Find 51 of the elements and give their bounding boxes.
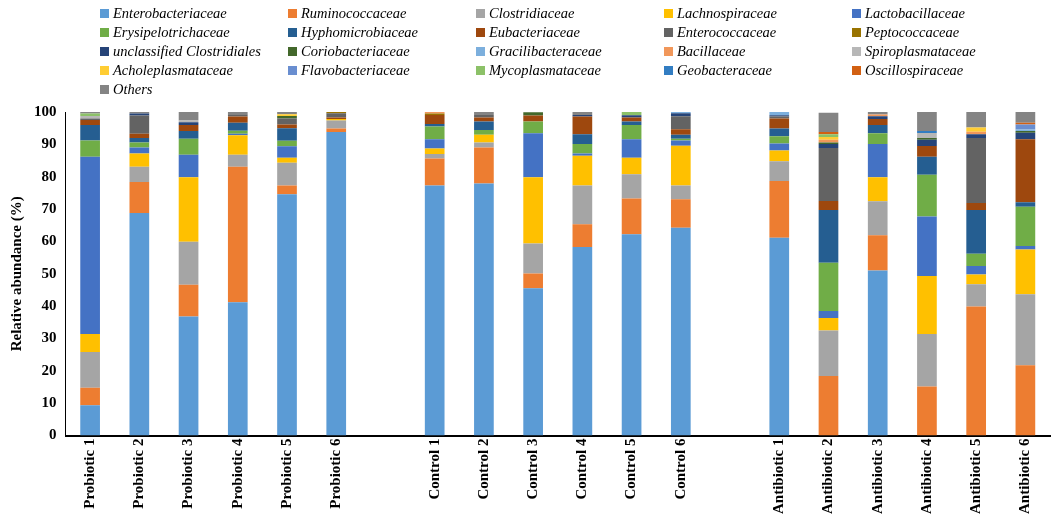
y-tick-label: 0: [49, 426, 57, 443]
legend-label: Geobacteraceae: [677, 61, 773, 79]
legend-label: Oscillospiraceae: [865, 61, 964, 79]
y-tick-label: 60: [41, 232, 57, 249]
x-tick-label: Control 6: [671, 438, 688, 500]
x-tick-label: Probiotic 1: [80, 438, 97, 509]
x-tick-label: Probiotic 2: [130, 438, 147, 509]
legend-label: Bacillaceae: [677, 42, 746, 60]
legend-label: Hyphomicrobiaceae: [301, 23, 419, 41]
legend-label: Lactobacillaceae: [865, 4, 965, 22]
legend-label: Peptococcaceae: [865, 23, 960, 41]
legend-label: Ruminococcaceae: [301, 4, 407, 22]
y-tick-label: 20: [41, 361, 57, 378]
legend-label: Clostridiaceae: [489, 4, 575, 22]
x-tick-label: Antibiotic 2: [819, 438, 836, 514]
legend-label: Flavobacteriaceae: [301, 61, 410, 79]
x-tick-label: Probiotic 3: [179, 438, 196, 509]
x-tick-label: Control 2: [474, 438, 491, 500]
x-tick-label: Antibiotic 1: [770, 438, 787, 514]
y-tick-label: 100: [34, 102, 57, 119]
legend-label: Enterobacteriaceae: [113, 4, 227, 22]
legend-label: Coriobacteriaceae: [301, 42, 410, 60]
legend-label: unclassified Clostridiales: [113, 42, 261, 60]
x-tick-label: Probiotic 5: [277, 438, 294, 509]
x-tick-label: Control 1: [425, 438, 442, 500]
legend-label: Spiroplasmataceae: [865, 42, 976, 60]
x-tick-label: Antibiotic 5: [967, 438, 984, 514]
y-tick-label: 90: [41, 135, 57, 152]
y-tick-label: 30: [41, 329, 57, 346]
x-tick-label: Control 5: [622, 438, 639, 500]
y-axis-title: Relative abundance (%): [7, 196, 25, 352]
y-tick-label: 80: [41, 167, 57, 184]
x-tick-label: Antibiotic 4: [917, 438, 934, 514]
x-tick-label: Probiotic 6: [327, 438, 344, 509]
x-tick-label: Antibiotic 3: [868, 438, 885, 514]
legend-label: Mycoplasmataceae: [489, 61, 601, 79]
legend-label: Gracilibacteraceae: [489, 42, 602, 60]
y-tick-label: 40: [41, 297, 57, 314]
legend-label: Eubacteriaceae: [489, 23, 580, 41]
x-tick-label: Probiotic 4: [228, 438, 245, 509]
legend-label: Lachnospiraceae: [677, 4, 777, 22]
legend-label: Enterococcaceae: [677, 23, 777, 41]
x-tick-label: Control 3: [524, 438, 541, 500]
y-tick-label: 70: [41, 199, 57, 216]
legend-label: Erysipelotrichaceae: [113, 23, 230, 41]
legend-label: Acholeplasmataceae: [113, 61, 233, 79]
legend-label: Others: [113, 80, 153, 98]
x-tick-label: Control 4: [573, 438, 590, 500]
y-tick-label: 10: [41, 394, 57, 411]
y-tick-label: 50: [41, 264, 57, 281]
x-tick-label: Antibiotic 6: [1016, 438, 1033, 514]
